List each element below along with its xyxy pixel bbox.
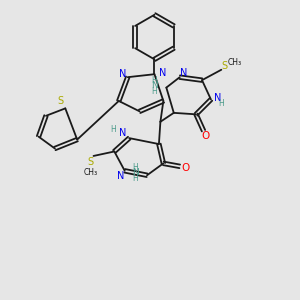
Text: H: H	[152, 76, 157, 85]
Text: CH₃: CH₃	[228, 58, 242, 67]
Text: CH₃: CH₃	[83, 168, 98, 177]
Text: H: H	[218, 99, 224, 108]
Text: N: N	[151, 81, 158, 90]
Text: N: N	[119, 69, 126, 79]
Text: H: H	[132, 174, 138, 183]
Text: H: H	[110, 125, 116, 134]
Text: N: N	[159, 68, 166, 78]
Text: N: N	[180, 68, 187, 78]
Text: O: O	[181, 163, 189, 173]
Text: S: S	[58, 96, 64, 106]
Text: S: S	[88, 157, 94, 167]
Text: H: H	[152, 87, 157, 96]
Text: O: O	[202, 131, 210, 141]
Text: N: N	[117, 171, 124, 181]
Text: S: S	[221, 61, 227, 71]
Text: N: N	[132, 168, 139, 177]
Text: N: N	[214, 93, 221, 103]
Text: H: H	[132, 163, 138, 172]
Text: N: N	[119, 128, 126, 138]
